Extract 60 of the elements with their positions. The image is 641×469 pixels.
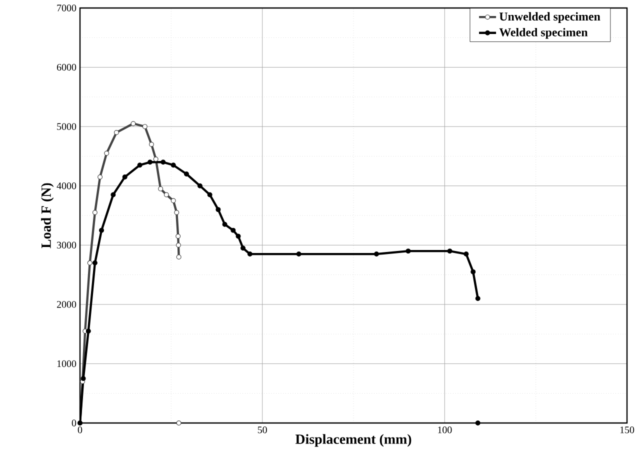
point <box>170 162 176 168</box>
x-tick-label: 0 <box>78 426 82 434</box>
point <box>247 252 252 257</box>
legend-label: Welded specimen <box>499 28 588 39</box>
point <box>207 192 212 198</box>
point <box>406 248 411 254</box>
point <box>130 121 136 126</box>
point <box>164 192 169 198</box>
point <box>153 156 158 162</box>
point <box>222 222 228 227</box>
point <box>236 234 241 239</box>
point <box>216 207 221 212</box>
point <box>99 228 104 233</box>
y-tick-label: 6000 <box>56 64 76 71</box>
point <box>475 296 480 301</box>
point <box>176 420 182 426</box>
point <box>160 160 166 165</box>
point <box>230 228 236 233</box>
x-tick-label: 50 <box>258 426 267 434</box>
point <box>137 162 142 168</box>
x-axis-title: Displacement (mm) <box>295 434 412 447</box>
y-tick-label: 4000 <box>56 182 76 190</box>
point <box>176 254 182 260</box>
point <box>80 376 86 382</box>
point <box>148 142 154 147</box>
point <box>87 260 92 266</box>
point <box>86 328 91 334</box>
point <box>197 183 202 188</box>
point <box>470 269 476 274</box>
point <box>110 192 116 198</box>
y-tick-label: 1000 <box>57 360 76 368</box>
point <box>92 210 98 216</box>
y-tick-label: 5000 <box>57 123 76 130</box>
y-tick-label: 3000 <box>57 242 76 248</box>
point <box>240 246 246 251</box>
point <box>475 420 480 426</box>
point <box>296 252 302 257</box>
point <box>122 174 128 180</box>
y-axis-title: Load F (N) <box>41 183 54 248</box>
point <box>98 174 103 180</box>
x-tick-label: 100 <box>438 426 452 434</box>
legend-label: Unwelded specimen <box>499 12 600 24</box>
point <box>148 160 153 165</box>
point <box>184 172 189 176</box>
point <box>92 260 98 266</box>
y-tick-label: 0 <box>72 420 76 426</box>
point <box>464 252 469 257</box>
point <box>158 186 164 192</box>
y-tick-label: 7000 <box>57 4 76 12</box>
point <box>174 210 180 216</box>
y-tick-label: 2000 <box>56 301 76 308</box>
point <box>142 124 148 130</box>
point <box>176 234 181 239</box>
point <box>170 198 176 204</box>
point <box>114 130 119 135</box>
point <box>104 150 110 156</box>
point <box>447 248 452 254</box>
point <box>176 242 181 248</box>
point <box>374 252 379 257</box>
x-tick-label: 150 <box>620 426 634 434</box>
